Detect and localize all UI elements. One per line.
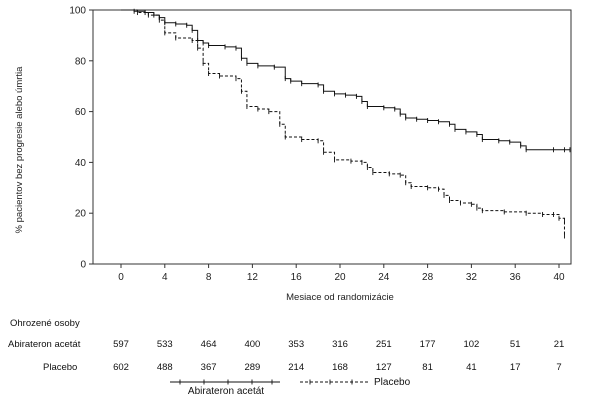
risk-row-label: Abirateron acetát (8, 339, 81, 350)
risk-cell: 353 (288, 339, 304, 350)
series-line-1 (121, 9, 565, 237)
axes: 0 4 8 12 16 20 24 28 32 36 40 0 20 40 60 80 100 (69, 6, 572, 283)
risk-cell: 289 (244, 362, 260, 373)
risk-table-title: Ohrozené osoby (10, 318, 80, 329)
legend-label-placebo: Placebo (374, 377, 411, 388)
risk-cell: 17 (510, 362, 521, 373)
x-axis-title: Mesiace od randomizácie (286, 292, 394, 303)
x-tick-label: 4 (162, 272, 168, 283)
risk-cell: 7 (556, 362, 561, 373)
risk-cell: 168 (332, 362, 348, 373)
risk-cell: 51 (510, 339, 521, 350)
risk-cell: 400 (244, 339, 260, 350)
x-tick-label: 40 (553, 272, 565, 283)
risk-cell: 177 (420, 339, 436, 350)
legend: Abirateron acetát Placebo (170, 377, 411, 397)
x-tick-label: 24 (378, 272, 390, 283)
y-tick-label: 100 (69, 6, 86, 17)
risk-row-label: Placebo (43, 362, 77, 373)
x-tick-label: 20 (334, 272, 346, 283)
y-tick-label: 60 (75, 107, 87, 118)
risk-cell: 488 (157, 362, 173, 373)
risk-cell: 81 (422, 362, 433, 373)
y-axis-title: % pacientov bez progresie alebo úmrtia (14, 66, 25, 234)
plot-frame (92, 9, 572, 265)
risk-cell: 602 (113, 362, 129, 373)
risk-cell: 214 (288, 362, 304, 373)
y-tick-label: 0 (80, 260, 86, 271)
y-tick-label: 20 (75, 209, 87, 220)
y-tick-label: 40 (75, 158, 87, 169)
risk-cell: 41 (466, 362, 477, 373)
risk-cell: 464 (201, 339, 217, 350)
risk-cell: 367 (201, 362, 217, 373)
legend-label-abirateron: Abirateron acetát (188, 386, 264, 397)
risk-cell: 597 (113, 339, 129, 350)
risk-table: Abirateron acetát 597 533 464 400 353 316 251 17… (8, 339, 564, 373)
risk-cell: 533 (157, 339, 173, 350)
x-tick-label: 28 (422, 272, 434, 283)
risk-cell: 21 (554, 339, 565, 350)
series-line-0 (121, 9, 570, 151)
x-tick-label: 16 (291, 272, 303, 283)
x-tick-label: 8 (206, 272, 212, 283)
series-layer (121, 8, 571, 239)
risk-cell: 251 (376, 339, 392, 350)
y-tick-label: 80 (75, 56, 87, 67)
risk-cell: 102 (463, 339, 479, 350)
risk-cell: 127 (376, 362, 392, 373)
risk-cell: 316 (332, 339, 348, 350)
x-tick-label: 0 (118, 272, 124, 283)
x-tick-label: 32 (466, 272, 478, 283)
x-tick-label: 12 (247, 272, 259, 283)
x-tick-label: 36 (510, 272, 522, 283)
